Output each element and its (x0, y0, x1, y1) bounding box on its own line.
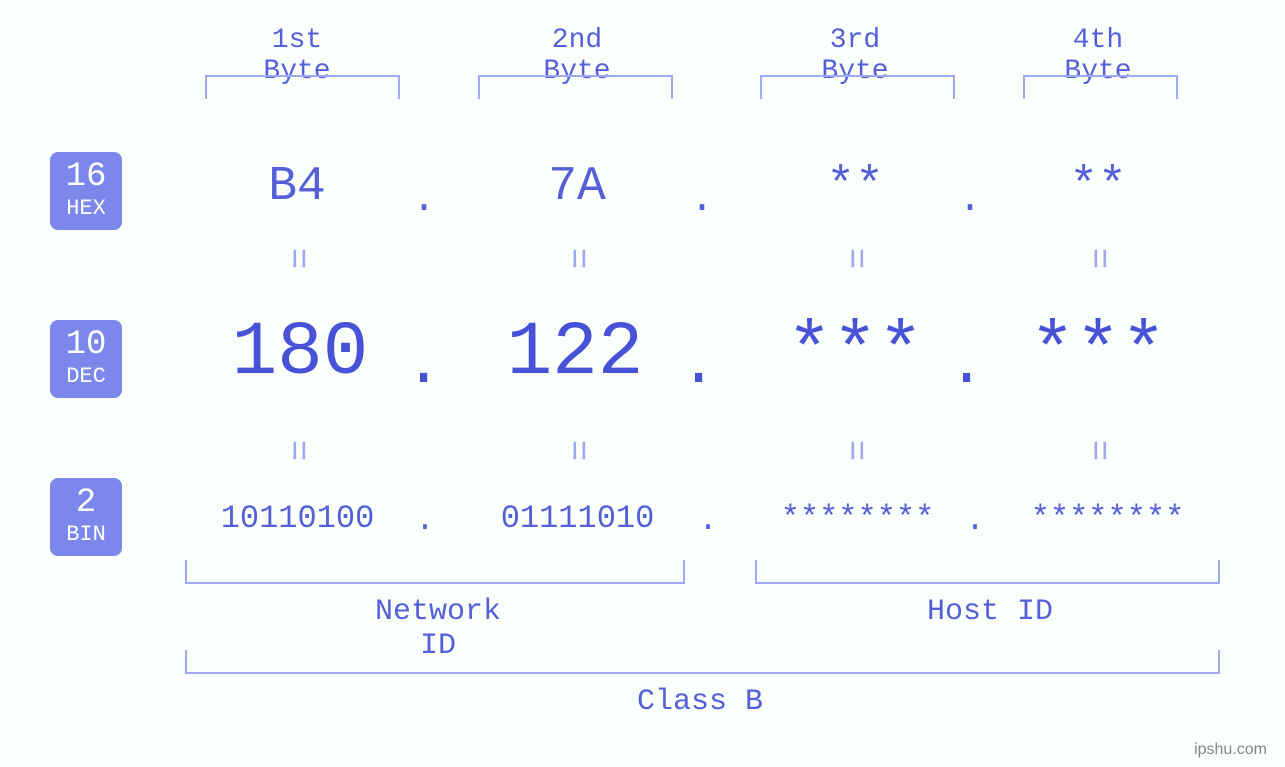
bin-badge-label: BIN (66, 522, 106, 548)
bin-byte-4: ******** (1005, 500, 1210, 537)
hex-badge-number: 16 (66, 160, 107, 194)
bin-badge: 2 BIN (50, 478, 122, 556)
equals-hexdec-1: = (282, 238, 312, 279)
dec-dot-1: . (405, 330, 435, 401)
hex-badge: 16 HEX (50, 152, 122, 230)
bracket-top-2 (478, 75, 673, 99)
bin-dot-3: . (965, 502, 985, 539)
dec-badge-label: DEC (66, 364, 106, 390)
dec-badge-number: 10 (66, 328, 107, 362)
class-label: Class B (625, 685, 775, 719)
equals-decbin-2: = (562, 430, 592, 471)
dec-byte-1: 180 (210, 310, 390, 396)
dec-byte-2: 122 (485, 310, 665, 396)
class-bracket (185, 650, 1220, 674)
hex-badge-label: HEX (66, 196, 106, 222)
dec-dot-2: . (680, 330, 710, 401)
network-id-bracket (185, 560, 685, 584)
host-id-label: Host ID (915, 595, 1065, 629)
bin-byte-3: ******** (755, 500, 960, 537)
hex-dot-2: . (690, 178, 710, 223)
dec-badge: 10 DEC (50, 320, 122, 398)
bin-byte-1: 10110100 (195, 500, 400, 537)
hex-byte-3: ** (815, 160, 895, 214)
watermark: ipshu.com (1194, 741, 1267, 759)
equals-decbin-3: = (840, 430, 870, 471)
bin-byte-2: 01111010 (475, 500, 680, 537)
host-id-bracket (755, 560, 1220, 584)
dec-byte-4: *** (1008, 310, 1188, 396)
equals-decbin-4: = (1083, 430, 1113, 471)
bin-dot-1: . (415, 502, 435, 539)
bracket-top-1 (205, 75, 400, 99)
bracket-top-4 (1023, 75, 1178, 99)
bin-badge-number: 2 (76, 486, 96, 520)
equals-hexdec-4: = (1083, 238, 1113, 279)
dec-dot-3: . (948, 330, 978, 401)
equals-hexdec-3: = (840, 238, 870, 279)
equals-hexdec-2: = (562, 238, 592, 279)
hex-byte-1: B4 (257, 160, 337, 214)
dec-byte-3: *** (765, 310, 945, 396)
hex-byte-4: ** (1058, 160, 1138, 214)
equals-decbin-1: = (282, 430, 312, 471)
hex-dot-3: . (958, 178, 978, 223)
bracket-top-3 (760, 75, 955, 99)
bin-dot-2: . (698, 502, 718, 539)
hex-byte-2: 7A (537, 160, 617, 214)
hex-dot-1: . (412, 178, 432, 223)
